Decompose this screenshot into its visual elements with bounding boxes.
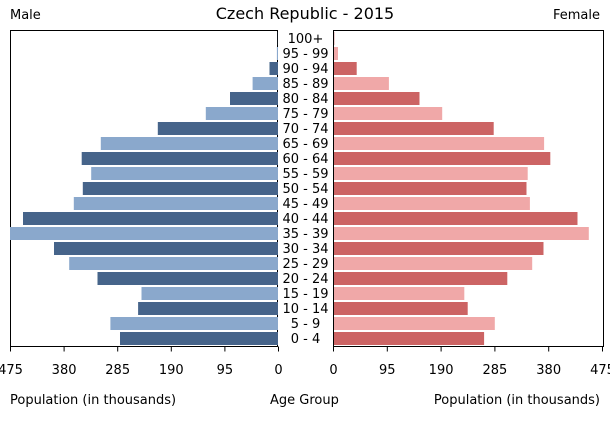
age-group-label: 40 - 44 [282,212,328,227]
male-bar [54,242,278,255]
female-bar [334,242,544,255]
male-bar [110,317,279,330]
female-label: Female [552,8,600,23]
male-bar [230,92,278,105]
male-bar [276,47,278,60]
x-axis-label-female: Population (in thousands) [433,393,600,408]
male-x-axis: 475 380 285 190 95 0 [0,346,283,378]
age-group-label: 45 - 49 [282,197,328,212]
female-bar [334,227,589,240]
female-bar [334,137,545,150]
male-bar [81,152,278,165]
female-bar [334,257,533,270]
female-bars [334,32,589,345]
female-bar [334,122,494,135]
age-group-label: 60 - 64 [282,152,328,167]
male-bar [69,257,278,270]
male-axis-tick-label: 380 [52,363,77,378]
age-group-label: 85 - 89 [282,77,328,92]
male-axis-tick-label: 285 [105,363,130,378]
age-group-label: 25 - 29 [282,257,328,272]
male-label: Male [10,8,41,23]
male-bar [141,287,278,300]
age-group-label: 50 - 54 [282,182,328,197]
female-bar [334,107,443,120]
male-bar [91,167,278,180]
female-bar [334,77,389,90]
female-bar [334,47,338,60]
age-group-label: 10 - 14 [282,302,328,317]
female-bar [334,182,527,195]
male-bar [97,272,278,285]
age-group-label: 100+ [288,32,324,47]
female-bar [334,152,551,165]
age-group-label: 20 - 24 [282,272,328,287]
age-group-label: 30 - 34 [282,242,328,257]
age-group-label: 90 - 94 [282,62,328,77]
male-axis-tick-label: 475 [0,363,23,378]
female-axis-tick-label: 380 [536,363,561,378]
male-bar [205,107,278,120]
age-group-label: 55 - 59 [282,167,328,182]
female-axis-tick-label: 285 [482,363,507,378]
female-bar [334,197,530,210]
male-bar [73,197,278,210]
age-group-label: 15 - 19 [282,287,328,302]
female-axis-tick-label: 190 [429,363,454,378]
age-group-label: 75 - 79 [282,107,328,122]
age-group-label: 0 - 4 [291,332,321,347]
male-bar [252,77,278,90]
male-bar [138,302,278,315]
female-bar [334,317,495,330]
female-axis-tick-label: 475 [590,363,610,378]
female-bar [334,332,485,345]
female-x-axis: 0 95 190 285 380 475 [329,346,610,378]
age-group-label: 80 - 84 [282,92,328,107]
male-axis-tick-label: 95 [217,363,234,378]
age-group-label: 65 - 69 [282,137,328,152]
female-bar [334,92,420,105]
male-bars [10,32,279,345]
x-axis-label-male: Population (in thousands) [10,393,177,408]
male-axis-tick-label: 190 [159,363,184,378]
male-bar [157,122,278,135]
male-bar [10,227,278,240]
male-bar [82,182,278,195]
age-group-label: 95 - 99 [282,47,328,62]
female-axis-tick-label: 95 [379,363,396,378]
age-group-label: 70 - 74 [282,122,328,137]
male-bar [120,332,278,345]
male-bar [23,212,278,225]
male-bar [100,137,278,150]
age-group-axis-label: Age Group [270,393,339,408]
female-bar [334,302,468,315]
female-bar [334,167,528,180]
chart-title: Czech Republic - 2015 [215,4,395,23]
male-bar [269,62,278,75]
male-axis-tick-label: 0 [274,363,282,378]
age-group-label: 35 - 39 [282,227,328,242]
female-bar [334,62,357,75]
female-bar [334,272,508,285]
female-bar [334,212,578,225]
female-axis-tick-label: 0 [329,363,337,378]
female-bar [334,287,465,300]
age-group-label: 5 - 9 [291,317,321,332]
